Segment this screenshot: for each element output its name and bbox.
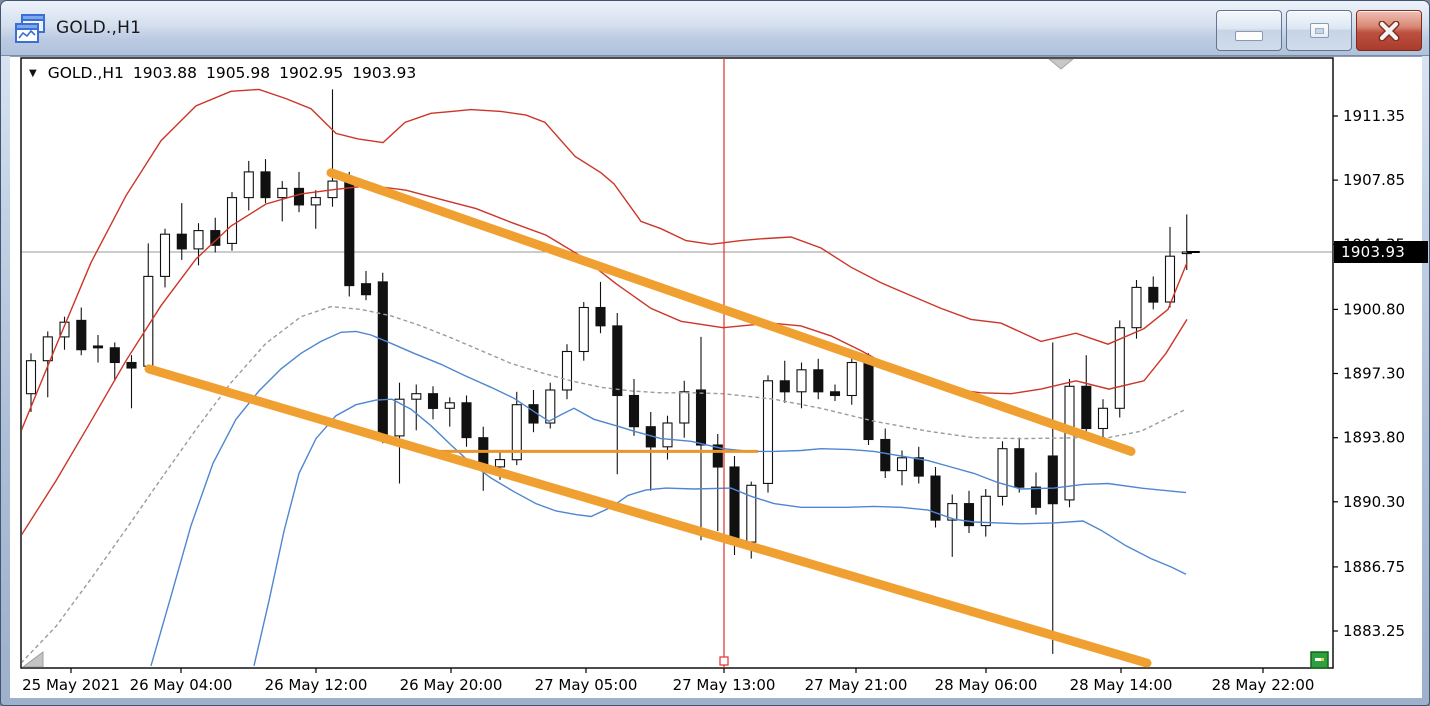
- chart-frame: [20, 57, 1334, 669]
- time-axis-label: 27 May 05:00: [535, 676, 638, 694]
- time-axis[interactable]: 25 May 2021 26 May 04:00 26 May 12:00 26 Ma…: [22, 668, 1314, 694]
- time-axis-label: 28 May 06:00: [935, 676, 1038, 694]
- close-button[interactable]: [1356, 10, 1422, 51]
- ohlc-low: 1902.95: [279, 64, 344, 82]
- restore-button[interactable]: [1286, 10, 1352, 51]
- price-axis-label: 1890.30: [1343, 493, 1405, 511]
- indicator-line-lower-band-outer[interactable]: [253, 398, 1187, 666]
- ohlc-symbol: GOLD.,H1: [47, 64, 124, 82]
- candles-layer: [25, 89, 1192, 654]
- ohlc-high: 1905.98: [205, 64, 271, 82]
- price-axis-label: 1886.75: [1343, 558, 1405, 576]
- left-edge-triangle: [21, 651, 44, 668]
- minimize-icon: [1235, 30, 1263, 41]
- time-axis-label: 26 May 04:00: [130, 676, 233, 694]
- price-axis-label: 1911.35: [1343, 107, 1405, 125]
- time-axis-label: 27 May 13:00: [673, 676, 776, 694]
- time-axis-label: 26 May 20:00: [400, 676, 503, 694]
- restore-icon: [1309, 23, 1329, 38]
- scroll-end-marker: [1310, 651, 1329, 669]
- time-axis-label: 25 May 2021: [22, 676, 120, 694]
- ohlc-close: 1903.93: [352, 64, 417, 82]
- time-axis-label: 27 May 21:00: [805, 676, 908, 694]
- channel-lower-trendline[interactable]: [144, 364, 1152, 668]
- time-axis-label: 28 May 14:00: [1070, 676, 1173, 694]
- indicator-line-upper-band-inner[interactable]: [21, 184, 1188, 536]
- time-axis-label: 26 May 12:00: [265, 676, 368, 694]
- ohlc-header: ▼ GOLD.,H1 1903.88 1905.98 1902.95 1903.…: [29, 64, 416, 82]
- price-axis-label: 1900.80: [1343, 300, 1405, 318]
- vline-handle[interactable]: [719, 656, 729, 666]
- indicator-line-middle-band-dashed[interactable]: [21, 305, 1187, 664]
- indicator-line-lower-band-inner[interactable]: [150, 330, 1187, 666]
- title-bar[interactable]: GOLD.,H1: [1, 1, 1429, 56]
- window-title: GOLD.,H1: [56, 18, 142, 38]
- price-axis-label: 1893.80: [1343, 429, 1405, 447]
- collapse-triangle-icon[interactable]: ▼: [29, 68, 37, 79]
- price-axis-label: 1897.30: [1343, 365, 1405, 383]
- current-price-tag: 1903.93: [1334, 241, 1428, 263]
- close-icon: [1378, 20, 1400, 41]
- chart-window-icon[interactable]: [14, 14, 46, 44]
- price-axis-label: 1907.85: [1343, 171, 1405, 189]
- indicator-overlays: [21, 88, 1188, 666]
- ohlc-open: 1903.88: [132, 64, 197, 82]
- time-axis-label: 28 May 22:00: [1212, 676, 1315, 694]
- channel-upper-trendline[interactable]: [326, 168, 1136, 456]
- minimize-button[interactable]: [1216, 10, 1282, 51]
- price-axis-label: 1883.25: [1343, 622, 1405, 640]
- window-controls: [1216, 10, 1422, 51]
- indicator-line-upper-band-outer[interactable]: [21, 88, 1188, 431]
- vertical-line-object[interactable]: [719, 58, 729, 668]
- chart-shift-triangle[interactable]: [1047, 58, 1075, 70]
- price-axis[interactable]: 1911.351907.851904.351900.801897.301893.…: [1333, 107, 1405, 640]
